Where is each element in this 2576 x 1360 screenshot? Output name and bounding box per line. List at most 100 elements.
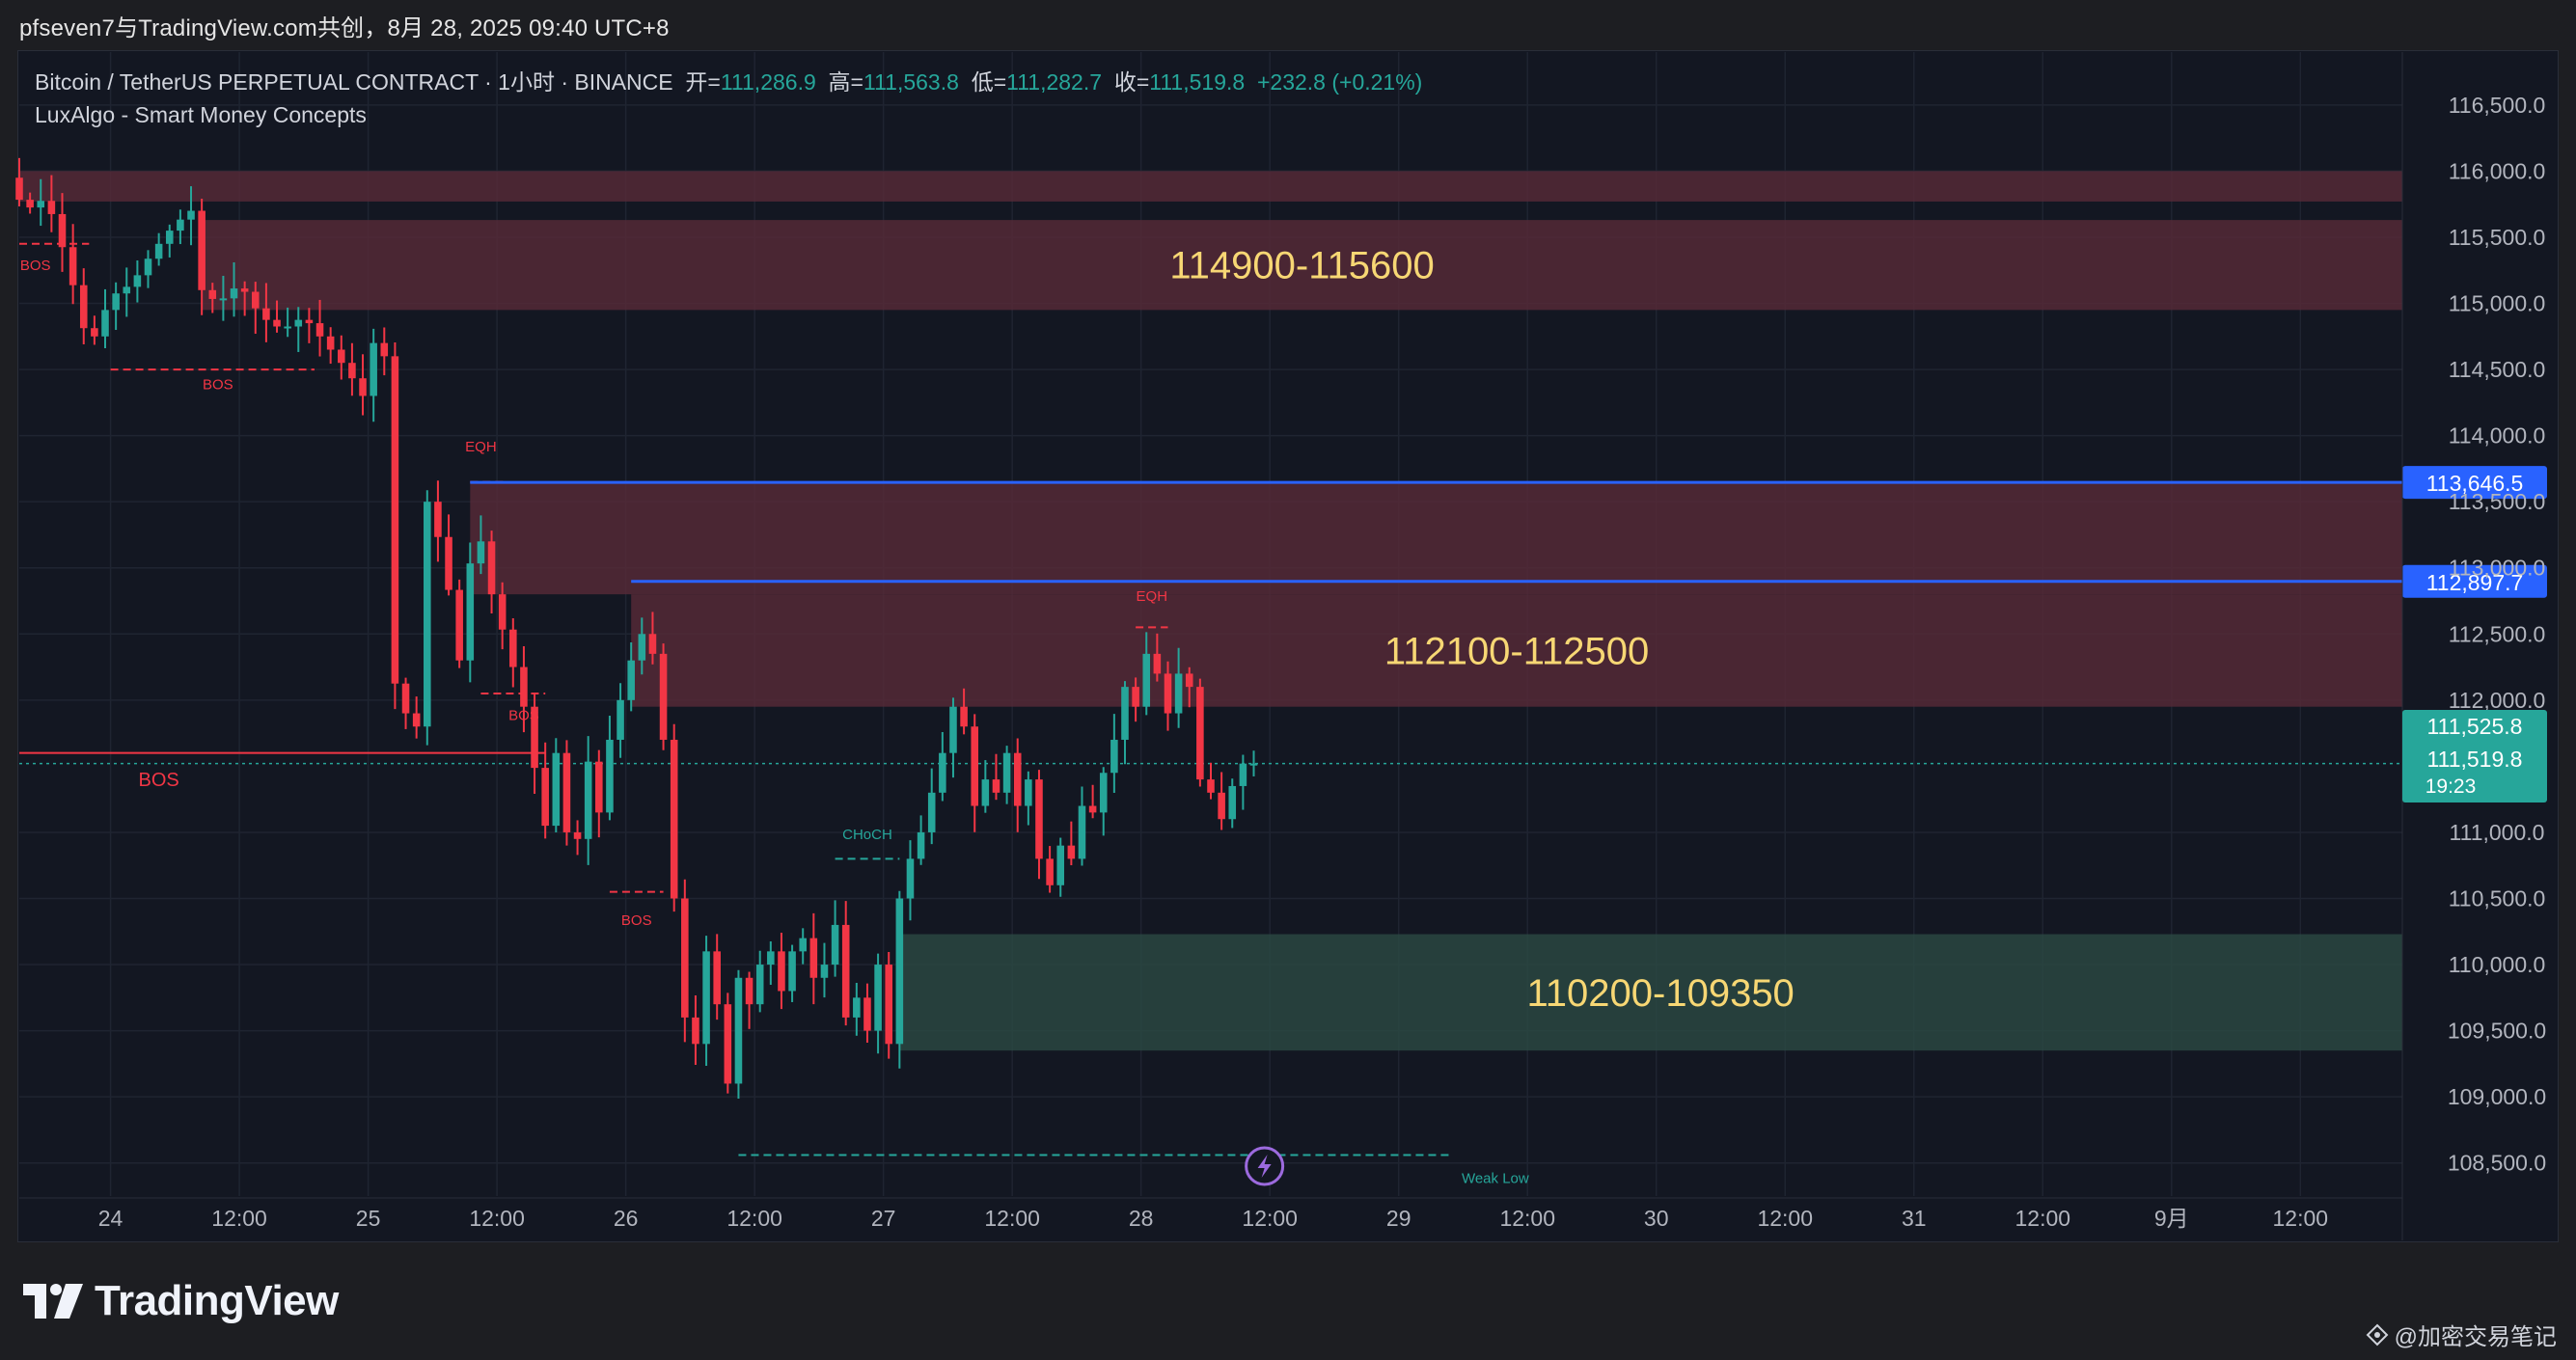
candle-body xyxy=(1056,845,1065,885)
candle-body xyxy=(370,342,377,396)
candle-body xyxy=(69,247,77,286)
candle-body xyxy=(767,951,775,966)
candle-body xyxy=(273,319,281,327)
candle-body xyxy=(841,924,850,1018)
candle-body xyxy=(809,938,818,978)
candle-body xyxy=(198,210,206,290)
candle-body xyxy=(1099,773,1108,813)
candle-body xyxy=(595,761,603,813)
candle-body xyxy=(187,210,195,220)
x-tick-label: 12:00 xyxy=(211,1206,267,1231)
legend-symbol[interactable]: Bitcoin / TetherUS PERPETUAL CONTRACT · … xyxy=(35,69,673,95)
candle-body xyxy=(380,342,389,357)
high-price-text: 111,525.8 xyxy=(2427,714,2523,739)
candle-body xyxy=(219,298,228,301)
x-tick-label: 31 xyxy=(1902,1206,1927,1231)
footer: TradingView @加密交易笔记 xyxy=(0,1242,2576,1360)
candle-body xyxy=(455,589,463,661)
x-tick-label: 25 xyxy=(356,1206,381,1231)
candle-body xyxy=(424,502,431,727)
y-tick-label: 109,000.0 xyxy=(2448,1084,2546,1109)
candle-body xyxy=(1218,792,1225,820)
demand-zone xyxy=(899,934,2403,1051)
candle-body xyxy=(531,706,538,769)
candle-body xyxy=(853,997,861,1018)
candle-body xyxy=(326,336,335,350)
candle-body xyxy=(724,1004,732,1084)
share-bar: pfseven7与TradingView.com共创，8月 28, 2025 0… xyxy=(0,0,2576,50)
candle-body xyxy=(1196,687,1204,780)
lightning-icon xyxy=(1257,1155,1272,1178)
candle-body xyxy=(15,177,23,201)
legend-ohlc-row: Bitcoin / TetherUS PERPETUAL CONTRACT · … xyxy=(35,66,1422,98)
structure-label: EQH xyxy=(1137,588,1168,605)
legend-close-value: 111,519.8 xyxy=(1149,69,1246,95)
candle-body xyxy=(144,258,152,276)
candle-body xyxy=(359,378,367,396)
candle-body xyxy=(606,739,614,813)
supply-zone xyxy=(19,171,2402,202)
candle-body xyxy=(112,293,120,311)
x-tick-label: 12:00 xyxy=(2014,1206,2070,1231)
last-price-tag xyxy=(2402,710,2547,802)
x-tick-label: 12:00 xyxy=(726,1206,782,1231)
tradingview-logo[interactable]: TradingView xyxy=(23,1277,339,1325)
candle-body xyxy=(230,288,238,299)
candle-body xyxy=(831,924,839,966)
structure-label: BOS xyxy=(20,258,51,274)
candle-body xyxy=(895,898,904,1045)
candle-body xyxy=(1164,673,1172,714)
legend-indicator[interactable]: LuxAlgo - Smart Money Concepts xyxy=(35,102,367,127)
candle-body xyxy=(1078,805,1086,859)
candle-body xyxy=(412,713,421,727)
legend-indicator-row: LuxAlgo - Smart Money Concepts xyxy=(35,98,1422,131)
marker-layer xyxy=(1245,1146,1285,1186)
candle-body xyxy=(670,739,678,899)
candle-body xyxy=(885,965,892,1045)
y-tick-label: 113,000.0 xyxy=(2449,556,2546,581)
x-tick-label: 9月 xyxy=(2154,1206,2189,1231)
candle-body xyxy=(445,536,452,590)
structure-label: CHoCH xyxy=(842,827,892,843)
candle-body xyxy=(788,951,796,992)
candle-body xyxy=(552,752,561,827)
last-price-text: 111,519.8 xyxy=(2427,747,2523,772)
x-tick-label: 12:00 xyxy=(984,1206,1040,1231)
candle-body xyxy=(1013,752,1022,806)
level-price-tag xyxy=(2402,466,2547,500)
candle-body xyxy=(1067,845,1076,859)
candle-body xyxy=(47,201,56,214)
candle-body xyxy=(755,965,764,1005)
candle-body xyxy=(702,951,710,1045)
candle-body xyxy=(477,541,485,564)
candle-body xyxy=(541,768,549,827)
level-price-text: 112,897.7 xyxy=(2426,570,2524,595)
candle-body xyxy=(562,752,571,832)
candle-body xyxy=(971,726,979,806)
candle-body xyxy=(401,683,410,714)
tradingview-brand: TradingView xyxy=(95,1277,339,1324)
candle-body xyxy=(1228,785,1237,820)
candle-body xyxy=(960,706,968,727)
zone-label: 110200-109350 xyxy=(1527,972,1795,1015)
candle-body xyxy=(294,319,303,327)
zone-label-layer: 114900-115600 112100-112500 110200-109350 xyxy=(1169,245,1794,1015)
y-tick-label: 116,000.0 xyxy=(2449,158,2546,183)
candle-body xyxy=(434,502,442,537)
candle-body xyxy=(734,977,743,1084)
candle-body xyxy=(509,629,517,667)
chart-legend: Bitcoin / TetherUS PERPETUAL CONTRACT · … xyxy=(35,66,1422,131)
candle-body xyxy=(58,213,67,248)
y-tick-label: 112,500.0 xyxy=(2449,621,2546,646)
candle-body xyxy=(627,660,635,700)
candle-body xyxy=(26,200,34,208)
candle-body xyxy=(1088,805,1097,813)
zone-layer xyxy=(19,171,2403,1051)
zone-label: 114900-115600 xyxy=(1169,245,1434,287)
candle-body xyxy=(1239,763,1247,786)
candle-body xyxy=(692,1017,699,1045)
candle-body xyxy=(573,831,582,839)
candle-body xyxy=(638,634,646,661)
legend-high-value: 111,563.8 xyxy=(863,69,959,95)
